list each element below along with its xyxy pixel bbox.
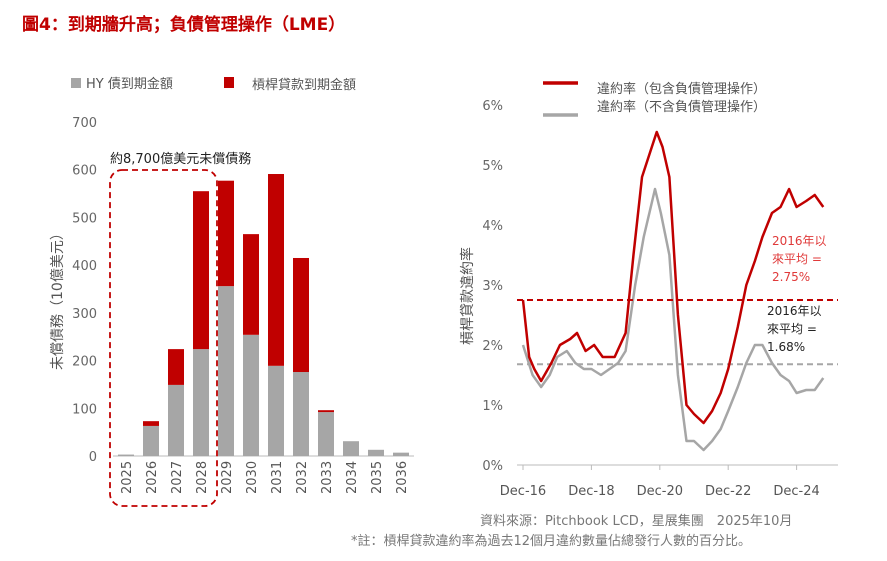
legend-label-incl: 違約率（包含負債管理操作） (597, 81, 766, 97)
x-tick-label: 2029 (220, 461, 235, 494)
x-tick-label: 2026 (145, 461, 160, 494)
figure-title: 圖4：到期牆升高；負債管理操作（LME） (22, 15, 346, 35)
y-tick-label: 2% (482, 339, 503, 354)
legend-swatch-loan (224, 77, 234, 88)
x-tick-label: 2028 (195, 461, 210, 494)
x-tick-label: 2032 (295, 461, 310, 494)
bar-loan (143, 421, 159, 426)
x-tick-label: 2031 (270, 461, 285, 494)
bar-loan (193, 191, 209, 350)
bar-loan (168, 349, 184, 385)
mean-label-incl: 2016年以來平均 = 2.75% (772, 234, 827, 284)
x-tick-label: 2033 (320, 461, 335, 494)
y-axis-label: 槓桿貸款違約率 (459, 247, 476, 345)
y-tick-label: 400 (72, 259, 97, 274)
x-tick-label: Dec-16 (500, 484, 546, 499)
x-tick-label: Dec-20 (637, 484, 683, 499)
bar-hy (318, 412, 334, 456)
y-tick-label: 200 (72, 355, 97, 370)
y-tick-label: 0% (482, 459, 503, 474)
bar-hy (143, 425, 159, 456)
bar-hy (218, 286, 234, 456)
bar-loan (268, 174, 284, 366)
bar-hy (268, 365, 284, 456)
y-tick-label: 600 (72, 164, 97, 179)
bar-hy (243, 334, 259, 456)
bar-hy (193, 349, 209, 456)
highlight-box (109, 169, 218, 507)
legend-label-hy: HY 債到期金額 (86, 76, 173, 92)
x-tick-label: Dec-18 (568, 484, 614, 499)
x-tick-label: 2035 (370, 461, 385, 494)
line-excl-lme (521, 187, 825, 452)
y-tick-label: 5% (482, 159, 503, 174)
source-text: 資料來源：Pitchbook LCD，星展集團 2025年10月 (480, 514, 793, 529)
y-tick-label: 500 (72, 211, 97, 226)
bar-hy (293, 372, 309, 456)
y-tick-label: 4% (482, 219, 503, 234)
y-axis-label: 未償債務（10億美元） (50, 226, 66, 370)
x-tick-label: Dec-22 (705, 484, 751, 499)
x-tick-label: 2025 (120, 461, 135, 494)
bar-hy (393, 452, 409, 456)
legend-swatch-hy (71, 78, 81, 88)
bar-hy (368, 449, 384, 456)
footnote-text: *註：槓桿貸款違約率為過去12個月違約數量佔總發行人數的百分比。 (351, 534, 752, 549)
line-incl-lme (521, 130, 825, 425)
y-tick-label: 300 (72, 307, 97, 322)
y-tick-label: 3% (482, 279, 503, 294)
x-tick-label: 2027 (170, 461, 185, 494)
x-tick-label: 2034 (345, 461, 360, 494)
y-tick-label: 100 (72, 402, 97, 417)
x-tick-label: 2030 (245, 461, 260, 494)
x-tick-label: Dec-24 (773, 484, 819, 499)
bar-loan (293, 257, 309, 373)
bar-hy (343, 441, 359, 456)
bar-loan (218, 180, 234, 287)
mean-label-excl: 2016年以來平均 = 1.68% (767, 304, 822, 354)
y-tick-label: 0 (89, 450, 97, 465)
y-tick-label: 6% (482, 99, 503, 114)
legend-label-loan: 槓桿貸款到期金額 (252, 77, 356, 93)
bar-hy (168, 384, 184, 456)
bar-hy (118, 454, 134, 456)
y-tick-label: 1% (482, 399, 503, 414)
bar-loan (318, 410, 334, 413)
annotation: 約8,700億美元未償債務 (110, 151, 251, 167)
bar-loan (243, 234, 259, 335)
y-tick-label: 700 (72, 116, 97, 131)
x-tick-label: 2036 (395, 461, 410, 494)
legend-label-excl: 違約率（不含負債管理操作） (597, 99, 766, 115)
